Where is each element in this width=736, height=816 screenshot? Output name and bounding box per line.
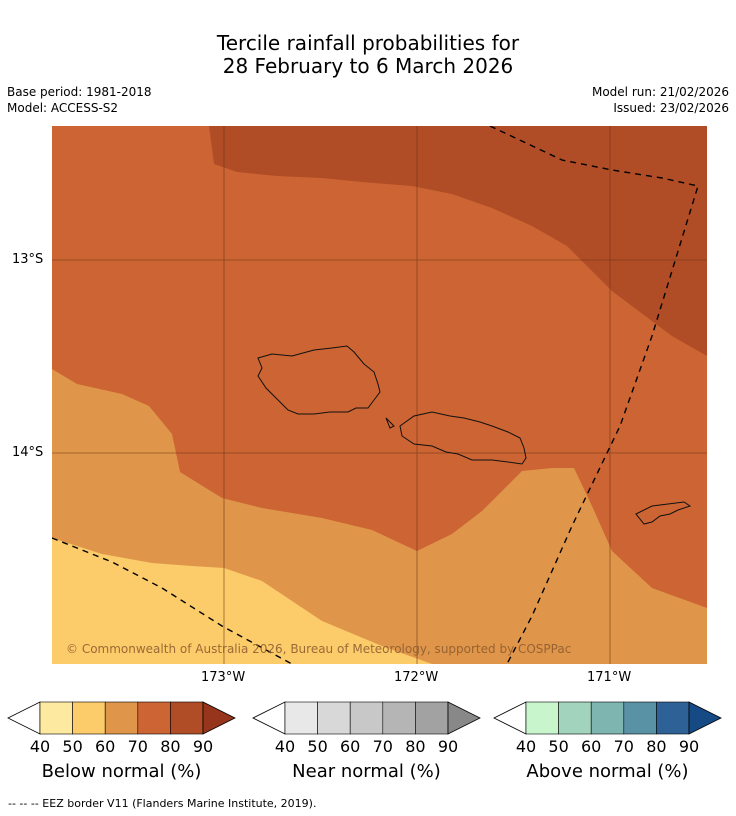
lon-tick-172w: 172°W xyxy=(394,670,439,685)
colorbar-above-low-extend xyxy=(493,701,527,735)
colorbar-below-segment xyxy=(72,701,106,735)
colorbar-below-label: Below normal (%) xyxy=(41,761,202,782)
colorbar-below-segment xyxy=(39,701,73,735)
colorbar-above-tick: 70 xyxy=(613,737,634,756)
colorbar-near-tick: 80 xyxy=(405,737,426,756)
colorbar-near xyxy=(252,701,481,735)
eez-border xyxy=(52,126,699,664)
map-gridlines xyxy=(52,126,707,664)
colorbar-below-segment xyxy=(104,701,139,735)
upolu-island xyxy=(399,411,527,465)
colorbar-near-segment xyxy=(415,701,449,735)
colorbar-above-label: Above normal (%) xyxy=(526,761,689,782)
map-plot[interactable] xyxy=(52,126,707,664)
base-period-text: Base period: 1981-2018 xyxy=(7,85,152,99)
copyright-text: © Commonwealth of Australia 2026, Bureau… xyxy=(66,642,572,656)
colorbar-above-segment xyxy=(590,701,625,735)
colorbar-below-high-extend xyxy=(202,701,236,735)
band-80-90 xyxy=(209,126,707,356)
colorbar-above-segment xyxy=(558,701,592,735)
colorbar-near-tick: 40 xyxy=(274,737,296,756)
colorbar-near-tick: 50 xyxy=(307,737,328,756)
colorbar-below-low-extend xyxy=(7,701,41,735)
colorbar-above-segment xyxy=(525,701,559,735)
model-text: Model: ACCESS-S2 xyxy=(7,101,119,115)
colorbar-near-high-extend xyxy=(447,701,481,735)
colorbar-near-tick: 60 xyxy=(340,737,361,756)
manono-islet xyxy=(385,417,395,429)
colorbar-near-segment xyxy=(284,701,318,735)
lat-tick-14s: 14°S xyxy=(12,445,44,460)
colorbar-above-segment xyxy=(623,701,657,735)
colorbar-above-segment xyxy=(656,701,690,735)
lon-tick-171w: 171°W xyxy=(587,670,632,685)
chart-title-line-1: Tercile rainfall probabilities for xyxy=(216,31,520,55)
tutuila-island xyxy=(635,501,692,525)
colorbar-near-tick: 70 xyxy=(372,737,393,756)
colorbar-near-low-extend xyxy=(252,701,286,735)
colorbar-above xyxy=(493,701,722,735)
colorbar-below-tick: 40 xyxy=(29,737,51,756)
savaii-island xyxy=(257,345,381,415)
colorbar-above-tick: 50 xyxy=(548,737,569,756)
chart-title-line-2: 28 February to 6 March 2026 xyxy=(222,54,514,78)
band-50-60 xyxy=(52,538,432,664)
eez-footnote: -- -- -- EEZ border V11 (Flanders Marine… xyxy=(8,797,317,810)
colorbar-above-tick: 90 xyxy=(678,737,700,756)
colorbar-below-segment xyxy=(137,701,171,735)
colorbar-below-tick: 50 xyxy=(62,737,83,756)
model-run-text: Model run: 21/02/2026 xyxy=(591,85,729,99)
colorbar-below-tick: 90 xyxy=(192,737,214,756)
colorbar-near-segment xyxy=(349,701,384,735)
colorbar-above-tick: 80 xyxy=(646,737,667,756)
colorbar-below-tick: 80 xyxy=(160,737,181,756)
colorbar-near-segment xyxy=(382,701,416,735)
issued-text: Issued: 23/02/2026 xyxy=(613,101,729,115)
colorbar-above-tick: 60 xyxy=(581,737,602,756)
colorbar-below-tick: 60 xyxy=(95,737,116,756)
colorbar-near-label: Near normal (%) xyxy=(292,761,441,782)
colorbar-near-tick: 90 xyxy=(437,737,459,756)
colorbar-above-high-extend xyxy=(688,701,722,735)
colorbar-below-segment xyxy=(170,701,204,735)
colorbar-below-tick: 70 xyxy=(127,737,148,756)
colorbar-above-tick: 40 xyxy=(515,737,537,756)
lon-tick-173w: 173°W xyxy=(201,670,246,685)
colorbar-below xyxy=(7,701,236,735)
colorbar-near-segment xyxy=(317,701,351,735)
lat-tick-13s: 13°S xyxy=(12,252,44,267)
